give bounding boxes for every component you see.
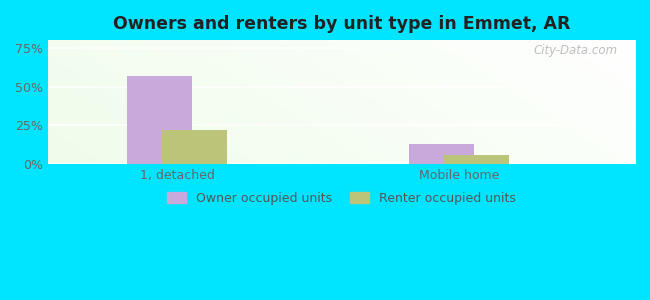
Bar <box>162 130 227 164</box>
Bar <box>409 144 474 164</box>
Bar <box>127 76 192 164</box>
Text: City-Data.com: City-Data.com <box>533 44 618 57</box>
Legend: Owner occupied units, Renter occupied units: Owner occupied units, Renter occupied un… <box>162 187 521 210</box>
Title: Owners and renters by unit type in Emmet, AR: Owners and renters by unit type in Emmet… <box>112 15 570 33</box>
Bar <box>444 155 509 164</box>
